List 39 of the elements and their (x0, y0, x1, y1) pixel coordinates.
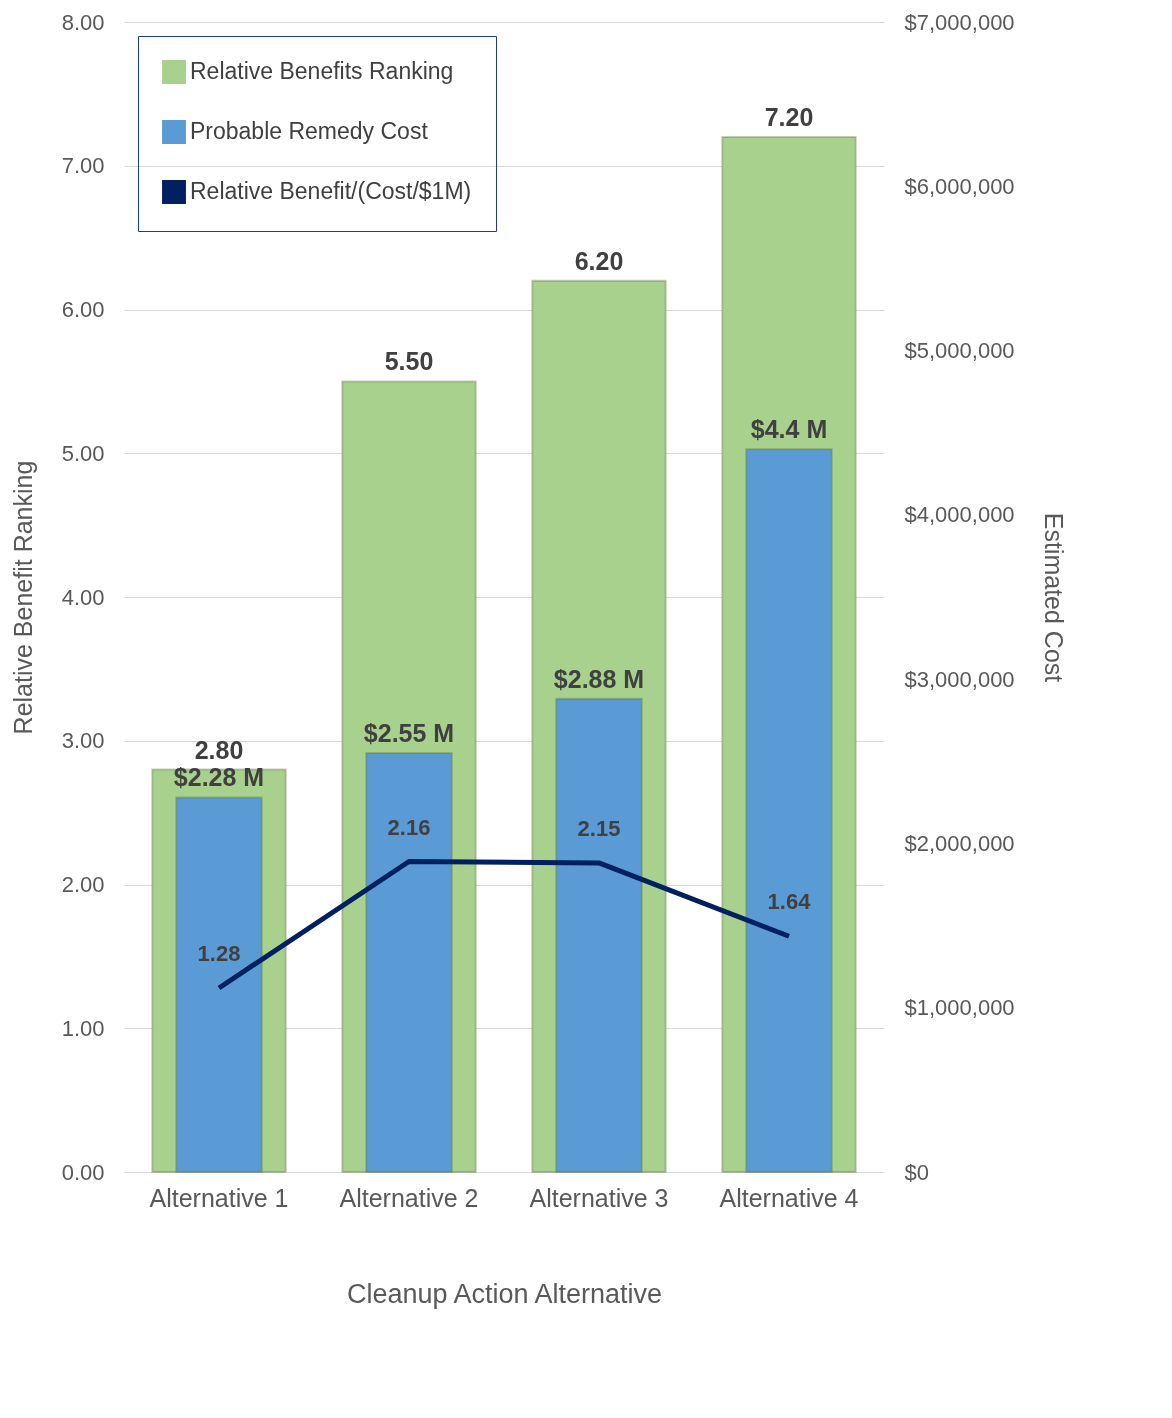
y-tick-label: 3.00 (61, 728, 105, 754)
x-tick-label: Alternative 1 (149, 1183, 289, 1212)
y2-tick-label: $0 (904, 1159, 929, 1185)
data-label: 5.50 (384, 347, 434, 376)
data-label: $2.28 M (173, 763, 265, 792)
legend-label: Probable Remedy Cost (190, 118, 429, 144)
y-tick-label: 1.00 (61, 1015, 105, 1041)
x-tick-label: Alternative 4 (719, 1183, 859, 1212)
data-label: 2.80 (194, 735, 244, 764)
y2-tick-label: $3,000,000 (904, 666, 1015, 692)
legend-label: Relative Benefits Ranking (190, 58, 454, 84)
y-tick-label: 4.00 (61, 584, 105, 610)
data-label: 1.28 (197, 941, 241, 966)
y2-tick-label: $6,000,000 (904, 173, 1015, 199)
y-axis-title: Relative Benefit Ranking (8, 460, 37, 735)
data-label: $2.88 M (553, 664, 645, 693)
y2-tick-label: $4,000,000 (904, 502, 1015, 528)
legend-label: Relative Benefit/(Cost/$1M) (190, 178, 472, 204)
x-tick-label: Alternative 2 (339, 1183, 479, 1212)
data-label: 2.15 (577, 815, 621, 841)
y2-tick-label: $5,000,000 (904, 338, 1015, 364)
y2-tick-label: $2,000,000 (904, 830, 1015, 856)
y2-axis-title: Estimated Cost (1039, 512, 1068, 683)
y-tick-label: 0.00 (61, 1159, 105, 1185)
data-label: $2.55 M (363, 719, 455, 748)
data-label: 6.20 (574, 246, 624, 275)
y-tick-label: 6.00 (61, 297, 105, 322)
y-tick-label: 7.00 (61, 153, 105, 179)
data-label: $4.4 M (750, 415, 828, 444)
data-label: 1.64 (767, 889, 812, 915)
data-label: 7.20 (764, 103, 814, 131)
x-tick-label: Alternative 3 (529, 1183, 669, 1212)
y2-tick-label: $1,000,000 (904, 995, 1015, 1021)
y-tick-label: 2.00 (61, 872, 105, 897)
y-tick-label: 5.00 (61, 440, 105, 466)
y-tick-label: 8.00 (61, 9, 105, 35)
y2-tick-label: $7,000,000 (904, 9, 1015, 35)
x-axis-title: Cleanup Action Alternative (346, 1278, 663, 1309)
data-label: 2.16 (387, 814, 431, 840)
